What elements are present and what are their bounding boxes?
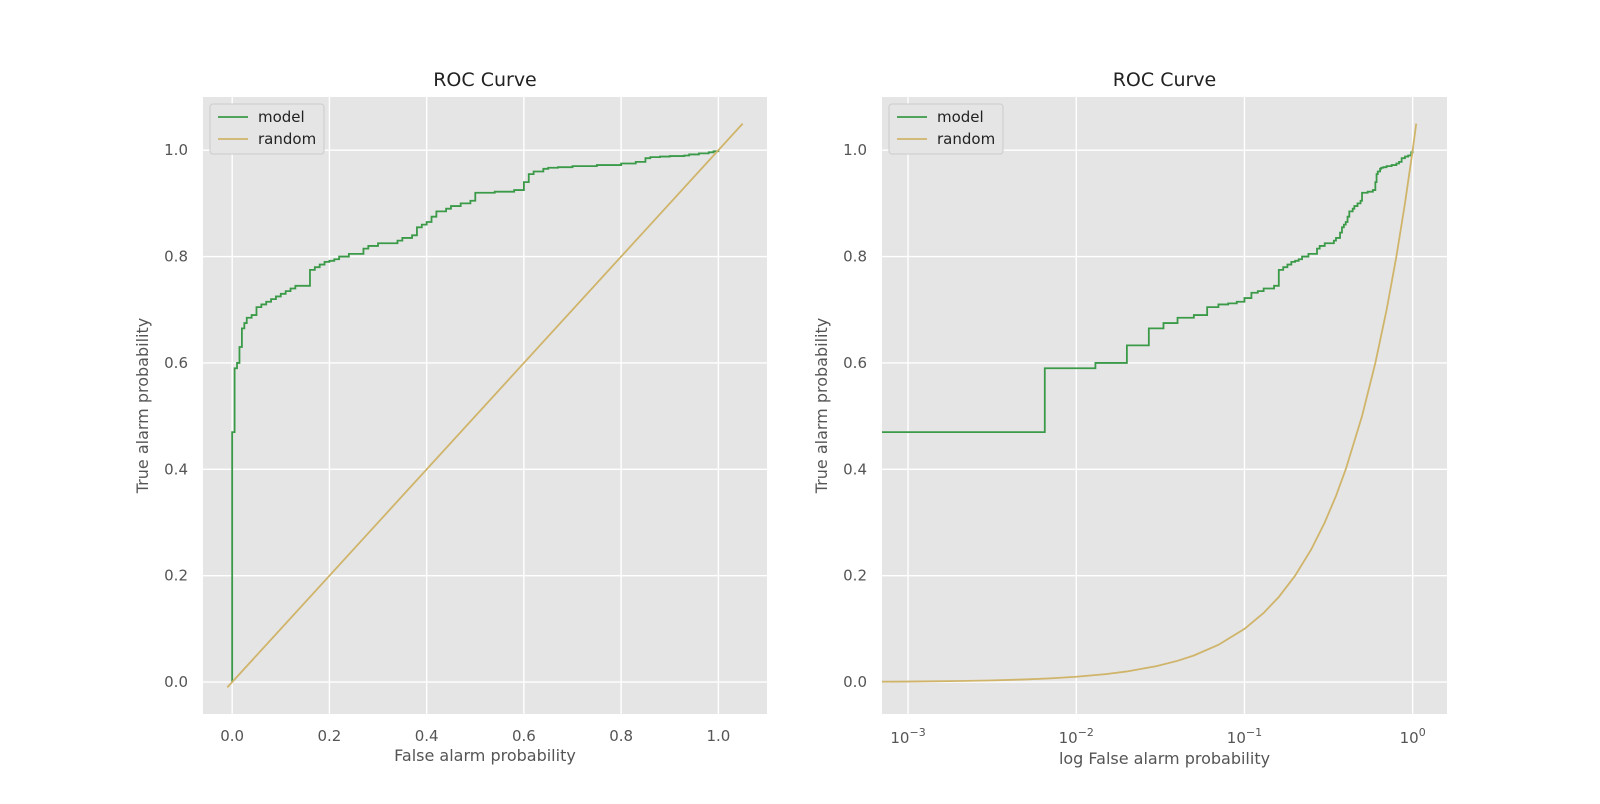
legend: model random: [888, 103, 1004, 155]
x-tick-base: 10: [1400, 729, 1419, 747]
x-tick-label: 0.4: [415, 727, 439, 745]
x-tick-exponent: −3: [909, 726, 925, 739]
x-tick-label: 10−1: [1227, 726, 1262, 747]
x-tick-label: 1.0: [706, 727, 730, 745]
y-tick-label: 0.4: [164, 460, 188, 478]
x-axis-label: False alarm probability: [394, 746, 576, 765]
series-line-model: [882, 150, 1414, 433]
y-tick-label: 0.6: [843, 354, 867, 372]
x-tick-label: 0.6: [512, 727, 536, 745]
series-line-random: [226, 122, 744, 689]
x-tick-exponent: 0: [1419, 726, 1426, 739]
y-tick-label: 1.0: [843, 141, 867, 159]
y-tick-label: 0.8: [164, 248, 188, 266]
series-line-model: [231, 150, 720, 683]
y-axis-label: True alarm probability: [812, 318, 831, 494]
x-tick-label: 0.8: [609, 727, 633, 745]
legend-label-model: model: [937, 108, 984, 126]
y-tick-label: 0.2: [843, 567, 867, 585]
x-tick-label: 0.0: [220, 727, 244, 745]
x-tick-label: 10−3: [890, 726, 925, 747]
x-tick-label: 10−2: [1059, 726, 1094, 747]
legend-label-random: random: [258, 130, 316, 148]
x-tick-exponent: −2: [1078, 726, 1094, 739]
x-tick-exponent: −1: [1246, 726, 1262, 739]
series-line-random: [882, 123, 1418, 683]
y-tick-label: 0.4: [843, 460, 867, 478]
chart-title: ROC Curve: [1113, 69, 1217, 91]
legend: model random: [209, 103, 325, 155]
y-tick-label: 1.0: [164, 141, 188, 159]
x-tick-base: 10: [890, 729, 909, 747]
linear-roc-plot: 0.0 0.2 0.4 0.6 0.8 1.0 0.0 0.2 0.4 0.6 0.8 1.0 mode…: [133, 69, 767, 765]
x-tick-base: 10: [1227, 729, 1246, 747]
x-axis-label: log False alarm probability: [1059, 749, 1270, 768]
y-tick-label: 0.2: [164, 567, 188, 585]
y-tick-label: 0.8: [843, 248, 867, 266]
legend-label-model: model: [258, 108, 305, 126]
x-tick-label: 100: [1400, 726, 1426, 747]
x-tick-label: 0.2: [317, 727, 341, 745]
y-tick-label: 0.0: [164, 673, 188, 691]
y-axis-label: True alarm probability: [133, 318, 152, 494]
log-roc-plot: 10−3 10−2 10−1 1000.00.20.40.60.81.0modelra…: [812, 69, 1447, 768]
legend-label-random: random: [937, 130, 995, 148]
y-tick-label: 0.6: [164, 354, 188, 372]
plot-area: [882, 97, 1447, 714]
y-tick-label: 0.0: [843, 673, 867, 691]
x-tick-base: 10: [1059, 729, 1078, 747]
chart-title: ROC Curve: [433, 69, 537, 91]
